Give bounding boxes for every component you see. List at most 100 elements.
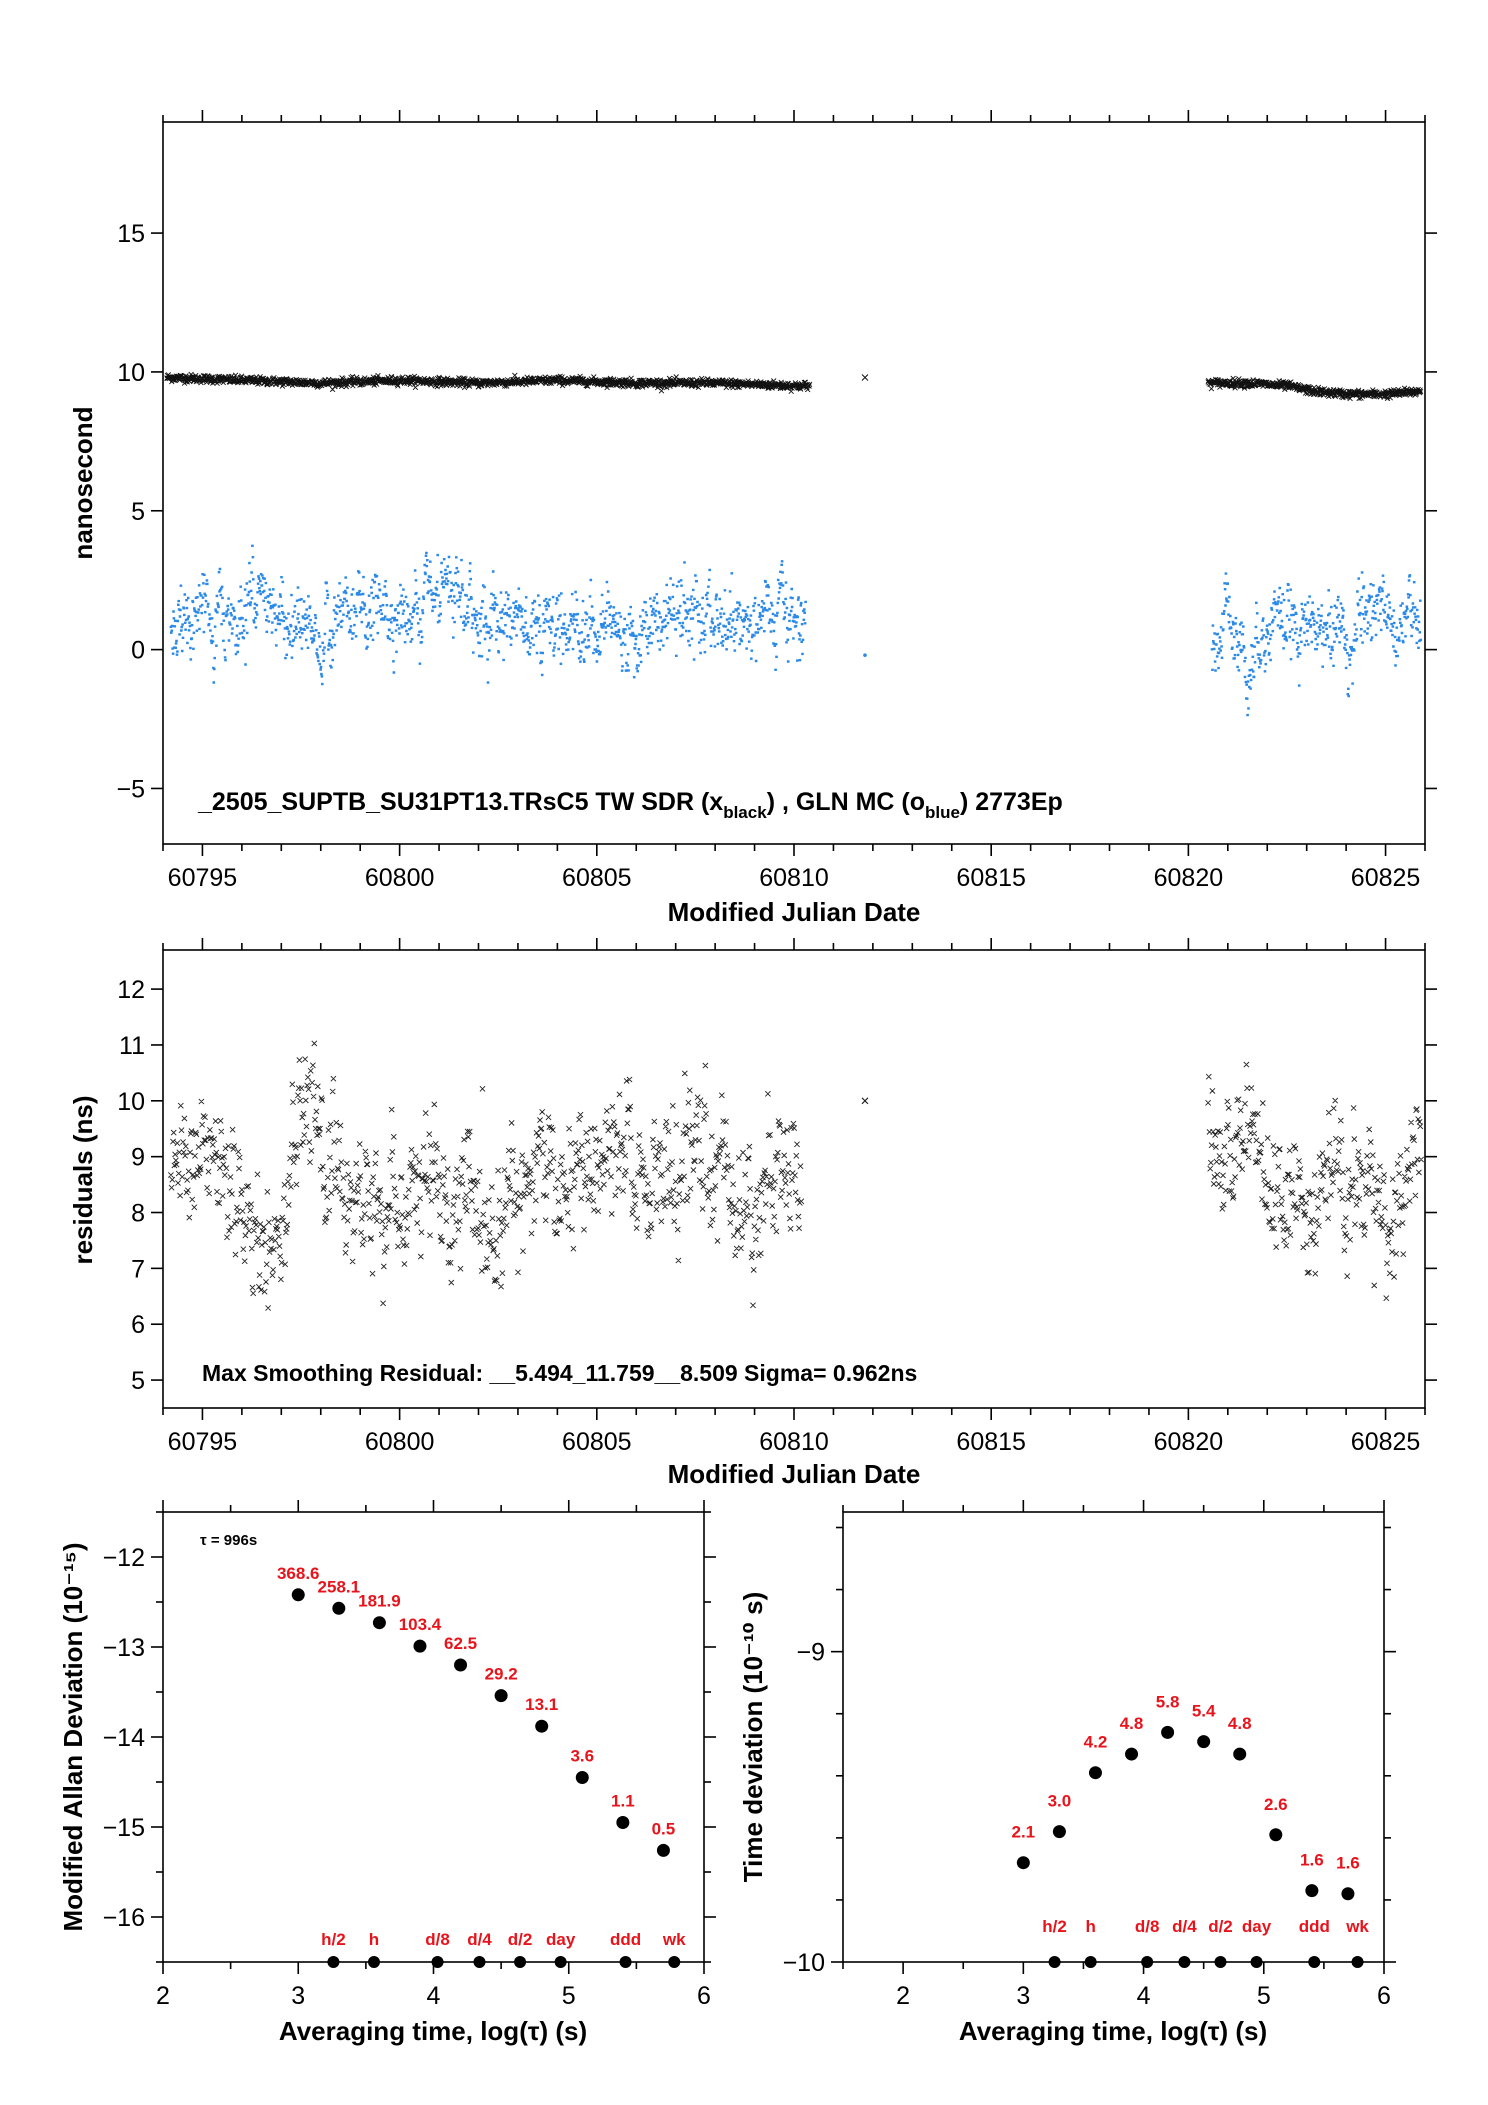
stability-value-label: 4.8 xyxy=(1228,1714,1252,1733)
stability-point xyxy=(1269,1828,1283,1842)
x-tick-label: 3 xyxy=(291,1982,305,2010)
stability-value-label: 181.9 xyxy=(358,1592,401,1611)
stability-point xyxy=(575,1771,589,1784)
time-series-frame xyxy=(162,121,1426,845)
gln-mc-points xyxy=(169,544,807,686)
stability-value-label: 368.6 xyxy=(277,1564,320,1583)
gln-mc-points xyxy=(1210,571,1422,717)
stability-value-label: 0.5 xyxy=(652,1819,676,1838)
x-tick-label: 60820 xyxy=(1154,1428,1224,1456)
x-tick-label: 60825 xyxy=(1351,864,1421,892)
reference-point xyxy=(1214,1956,1227,1968)
x-tick-label: 4 xyxy=(1137,1982,1151,2010)
tdev-points: 2.1 3.0 4.2 4.8 5.8 5.4 4.8 2.6 1.6 1.6 h/2 h d/8 d/4… xyxy=(1012,1692,1369,1968)
stability-point xyxy=(494,1689,508,1703)
stability-point xyxy=(616,1816,630,1829)
stability-value-label: 13.1 xyxy=(525,1695,558,1714)
x-tick-label: 2 xyxy=(156,1982,170,2010)
tw-sdr-points xyxy=(164,371,813,395)
reference-point xyxy=(1308,1956,1321,1968)
y-tick-label: −9 xyxy=(796,1639,825,1667)
stability-point xyxy=(656,1843,670,1857)
title-sub-blue: blue xyxy=(925,803,960,822)
stability-point xyxy=(291,1588,305,1602)
reference-label: h/2 xyxy=(321,1930,346,1949)
stability-value-label: 62.5 xyxy=(444,1634,477,1653)
residuals-xlabel: Modified Julian Date xyxy=(668,1459,921,1489)
reference-point xyxy=(554,1956,567,1968)
stability-point xyxy=(372,1616,386,1630)
y-tick-label: −14 xyxy=(103,1724,146,1752)
time-series-ticks: 60795 60800 60805 60810 60815 60820 60825 −5 0 5 1… xyxy=(116,110,1437,892)
tdev-xlabel: Averaging time, log(τ) (s) xyxy=(959,2016,1267,2046)
stability-value-label: 5.8 xyxy=(1156,1692,1180,1711)
reference-label: d/2 xyxy=(1208,1917,1233,1936)
stability-value-label: 2.6 xyxy=(1264,1795,1288,1814)
x-tick-label: 6 xyxy=(697,1982,711,2010)
allan-ylabel: Modified Allan Deviation (10⁻¹⁵) xyxy=(58,1543,88,1932)
reference-point xyxy=(327,1956,340,1968)
stability-point xyxy=(1052,1825,1066,1839)
reference-point xyxy=(1178,1956,1191,1968)
gln-mc-point xyxy=(863,653,867,657)
x-tick-label: 60815 xyxy=(956,1428,1026,1456)
time-series-xlabel: Modified Julian Date xyxy=(668,897,921,927)
x-tick-label: 4 xyxy=(427,1982,441,2010)
reference-label: d/2 xyxy=(508,1930,533,1949)
y-tick-label: 10 xyxy=(117,359,145,387)
stability-value-label: 103.4 xyxy=(399,1615,442,1634)
x-tick-label: 60815 xyxy=(956,864,1026,892)
reference-label: ddd xyxy=(1299,1917,1330,1936)
time-series-ylabel: nanosecond xyxy=(68,406,98,559)
stability-point xyxy=(535,1719,549,1733)
stability-value-label: 4.2 xyxy=(1084,1733,1108,1752)
y-tick-label: 6 xyxy=(131,1311,145,1339)
x-tick-label: 60805 xyxy=(562,864,632,892)
tw-sdr-points xyxy=(1205,375,1424,402)
y-tick-label: −13 xyxy=(103,1634,145,1662)
stability-point xyxy=(1161,1725,1175,1739)
y-tick-label: 5 xyxy=(131,498,145,526)
stability-value-label: 3.6 xyxy=(570,1747,594,1766)
x-tick-label: 3 xyxy=(1016,1982,1030,2010)
reference-point xyxy=(619,1956,632,1968)
reference-point xyxy=(473,1956,486,1968)
reference-label: d/8 xyxy=(425,1930,450,1949)
stability-value-label: 1.6 xyxy=(1300,1851,1324,1870)
reference-label: h xyxy=(369,1930,379,1949)
title-end: ) 2773Ep xyxy=(960,788,1063,816)
x-tick-label: 60820 xyxy=(1154,864,1224,892)
residuals-points xyxy=(167,1040,1425,1311)
y-tick-label: 12 xyxy=(117,976,145,1004)
reference-point xyxy=(431,1956,444,1968)
x-tick-label: 2 xyxy=(896,1982,910,2010)
reference-label: day xyxy=(1242,1917,1272,1936)
time-series-title: _2505_SUPTB_SU31PT13.TRsC5 TW SDR (xblac… xyxy=(197,788,1063,822)
title-mid: ) , GLN MC (o xyxy=(767,788,925,816)
reference-label: wk xyxy=(662,1930,686,1949)
residuals-panel: 60795 60800 60805 60810 60815 60820 60825 5 6 7 8 9… xyxy=(68,938,1437,1489)
reference-point xyxy=(1084,1956,1097,1968)
time-series-panel: 60795 60800 60805 60810 60815 60820 60825 −5 0 5 1… xyxy=(68,110,1437,927)
x-tick-label: 60810 xyxy=(759,1428,829,1456)
allan-note: τ = 996s xyxy=(200,1532,257,1549)
x-tick-label: 60795 xyxy=(168,864,238,892)
reference-label: wk xyxy=(1345,1917,1369,1936)
stability-value-label: 1.6 xyxy=(1336,1854,1360,1873)
tdev-frame xyxy=(842,1511,1385,1963)
stability-point xyxy=(1233,1747,1247,1761)
residual-point xyxy=(861,1097,869,1105)
residuals-ticks: 60795 60800 60805 60810 60815 60820 60825 5 6 7 8 9… xyxy=(117,938,1437,1456)
title-main: _2505_SUPTB_SU31PT13.TRsC5 TW SDR (x xyxy=(197,788,723,816)
reference-label: h xyxy=(1085,1917,1095,1936)
x-tick-label: 5 xyxy=(562,1982,576,2010)
stability-value-label: 5.4 xyxy=(1192,1702,1216,1721)
tw-sdr-point xyxy=(861,374,869,381)
y-tick-label: −5 xyxy=(116,775,145,803)
stability-value-label: 3.0 xyxy=(1048,1792,1072,1811)
stability-value-label: 1.1 xyxy=(611,1792,635,1811)
x-tick-label: 60800 xyxy=(365,864,435,892)
stability-point xyxy=(454,1658,468,1672)
reference-point xyxy=(1048,1956,1061,1968)
allan-frame xyxy=(162,1511,705,1963)
